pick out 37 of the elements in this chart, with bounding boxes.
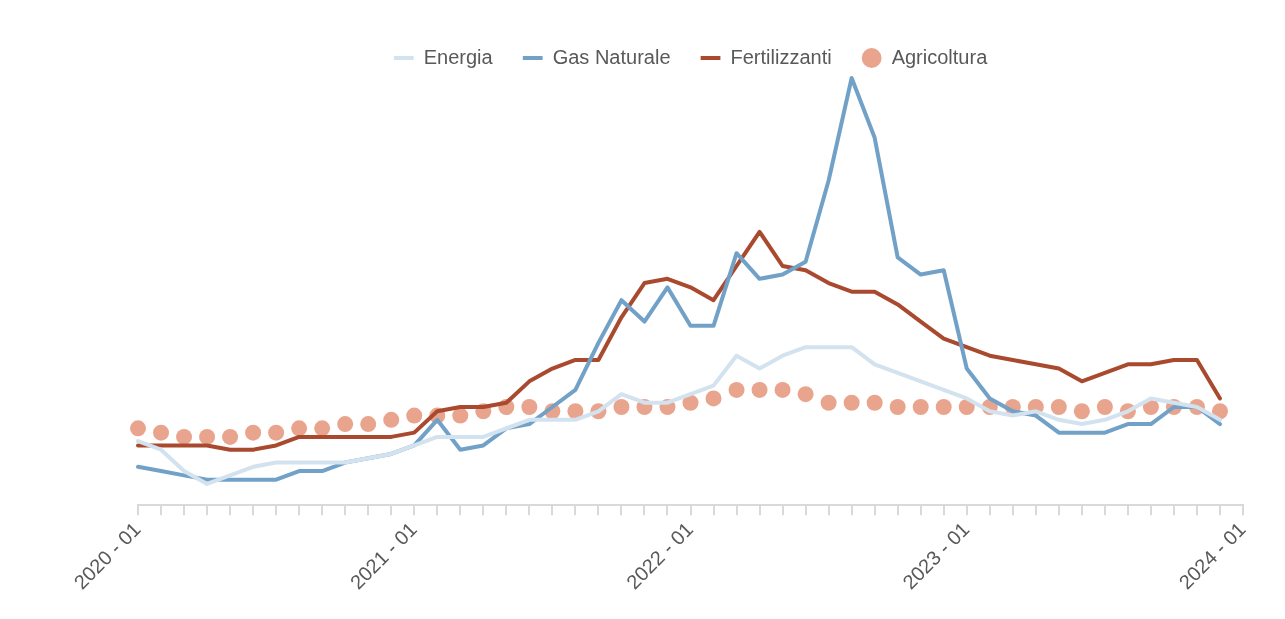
point — [797, 386, 814, 403]
legend-label: Agricoltura — [891, 45, 989, 68]
point — [406, 407, 423, 424]
point — [1096, 399, 1113, 415]
legend-label: Fertilizzanti — [730, 45, 832, 68]
point — [383, 411, 400, 428]
point — [1050, 399, 1067, 415]
point — [268, 424, 285, 441]
legend-label: Energia — [423, 45, 494, 68]
point — [222, 428, 239, 445]
point — [1073, 403, 1090, 420]
point — [728, 381, 745, 398]
point — [337, 416, 354, 433]
point — [1211, 403, 1228, 420]
point — [314, 420, 331, 437]
point — [682, 394, 699, 411]
point — [176, 428, 193, 445]
point — [153, 424, 170, 441]
point — [820, 394, 837, 411]
point — [889, 399, 906, 415]
point — [521, 399, 538, 415]
point — [567, 403, 584, 420]
point — [245, 424, 262, 441]
point — [452, 407, 469, 424]
point — [130, 420, 146, 437]
point — [774, 381, 791, 398]
legend-label: Gas Naturale — [552, 45, 671, 68]
point — [705, 390, 722, 407]
point — [199, 428, 216, 445]
point — [291, 420, 308, 437]
point — [866, 394, 883, 411]
point — [912, 399, 929, 415]
point — [843, 394, 860, 411]
point — [935, 399, 952, 415]
point — [751, 381, 768, 398]
point — [360, 416, 377, 433]
point — [613, 399, 630, 415]
